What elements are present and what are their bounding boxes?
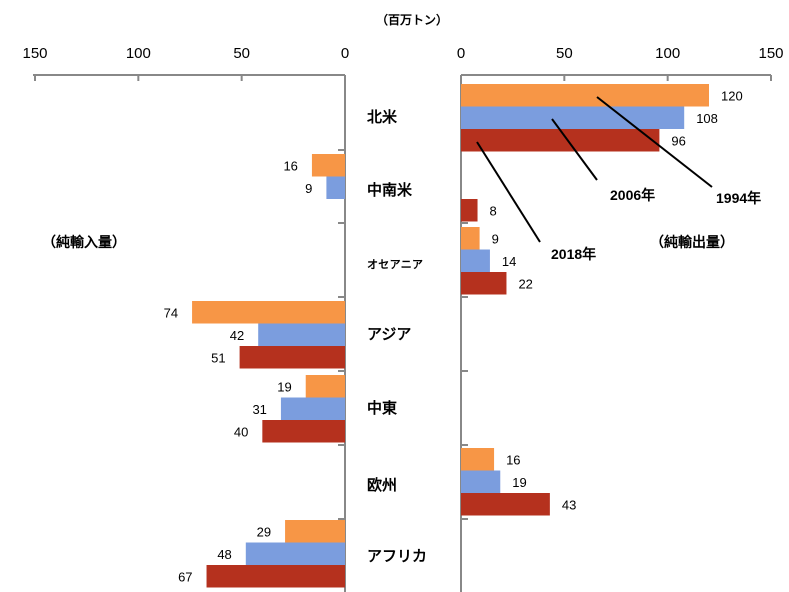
- left-tick-label: 0: [341, 45, 349, 62]
- bar-value-label: 96: [671, 133, 685, 148]
- bar: [461, 470, 501, 493]
- bar-value-label: 16: [506, 452, 520, 467]
- region-label: 欧州: [367, 476, 397, 494]
- callout-line: [596, 96, 713, 188]
- bar: [461, 493, 550, 516]
- net-import-label: （純輸入量）: [42, 234, 126, 251]
- bar: [461, 129, 660, 152]
- bar: [305, 375, 345, 398]
- right-tick-label: 150: [758, 45, 783, 62]
- callout-line: [476, 141, 541, 243]
- region-label: アフリカ: [367, 547, 427, 565]
- bar-value-label: 19: [277, 379, 291, 394]
- bar: [461, 199, 478, 222]
- series-name-label: 1994年: [716, 190, 761, 206]
- bar: [285, 520, 345, 543]
- bar-value-label: 16: [283, 158, 297, 173]
- bar-value-label: 22: [518, 276, 532, 291]
- callout-line: [551, 118, 598, 181]
- right-tick-label: 100: [655, 45, 680, 62]
- bar: [192, 301, 345, 324]
- region-label: アジア: [367, 325, 411, 343]
- bar-value-label: 108: [696, 111, 718, 126]
- bar: [245, 542, 345, 565]
- bar-value-label: 120: [721, 88, 743, 103]
- region-label: 北米: [367, 108, 398, 126]
- net-export-label: （純輸出量）: [650, 234, 734, 251]
- bar: [239, 346, 345, 369]
- bar-value-label: 40: [234, 424, 248, 439]
- bar: [206, 565, 345, 588]
- bar-value-label: 9: [305, 181, 312, 196]
- bar-value-label: 8: [490, 203, 497, 218]
- bar: [461, 227, 480, 250]
- region-label: 中東: [367, 399, 397, 417]
- bar-value-label: 42: [230, 328, 244, 343]
- bar: [258, 323, 345, 346]
- left-tick-label: 100: [126, 45, 151, 62]
- bar-value-label: 48: [217, 547, 231, 562]
- bar-value-label: 19: [512, 475, 526, 490]
- bar: [461, 106, 685, 129]
- right-tick-label: 0: [457, 45, 465, 62]
- bar-value-label: 9: [492, 231, 499, 246]
- bar: [461, 249, 490, 272]
- left-tick-label: 50: [233, 45, 250, 62]
- bar-value-label: 43: [562, 497, 576, 512]
- bar: [461, 84, 709, 107]
- bar-value-label: 14: [502, 254, 516, 269]
- bar-value-label: 31: [252, 402, 266, 417]
- series-name-label: 2006年: [610, 187, 655, 203]
- bar: [280, 397, 345, 420]
- bar: [461, 272, 507, 295]
- bar-value-label: 74: [164, 305, 178, 320]
- bar: [262, 420, 345, 443]
- bar-value-label: 51: [211, 350, 225, 365]
- right-tick-label: 50: [556, 45, 573, 62]
- value-labels: 1201089616989142274425119314016194329486…: [164, 88, 743, 584]
- bar: [461, 448, 495, 471]
- region-label: 中南米: [367, 181, 413, 199]
- left-tick-label: 150: [22, 45, 47, 62]
- unit-label: （百万トン）: [376, 12, 448, 27]
- region-label: オセアニア: [367, 258, 423, 271]
- bar: [326, 176, 345, 199]
- bar-value-label: 29: [257, 524, 271, 539]
- series-name-label: 2018年: [551, 246, 596, 262]
- bar: [311, 154, 345, 177]
- series-callouts: 1994年 2006年 2018年: [476, 96, 761, 262]
- bars: [192, 84, 709, 588]
- bar-value-label: 67: [178, 569, 192, 584]
